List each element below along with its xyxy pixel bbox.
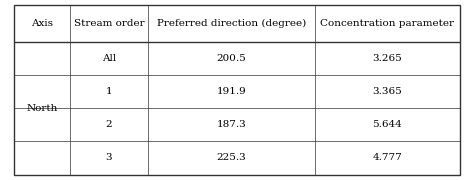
Text: Axis: Axis (31, 19, 53, 28)
Text: 2: 2 (106, 120, 112, 129)
Text: 3: 3 (106, 154, 112, 163)
Text: 191.9: 191.9 (217, 87, 246, 96)
Text: Stream order: Stream order (73, 19, 144, 28)
Text: North: North (27, 104, 58, 113)
Text: Preferred direction (degree): Preferred direction (degree) (157, 19, 306, 28)
Text: 4.777: 4.777 (373, 154, 402, 163)
Text: 225.3: 225.3 (217, 154, 246, 163)
Text: 5.644: 5.644 (373, 120, 402, 129)
Text: 187.3: 187.3 (217, 120, 246, 129)
Text: 3.365: 3.365 (373, 87, 402, 96)
Text: All: All (102, 54, 116, 63)
Text: 1: 1 (106, 87, 112, 96)
Text: Concentration parameter: Concentration parameter (320, 19, 455, 28)
Text: 3.265: 3.265 (373, 54, 402, 63)
Text: 200.5: 200.5 (217, 54, 246, 63)
